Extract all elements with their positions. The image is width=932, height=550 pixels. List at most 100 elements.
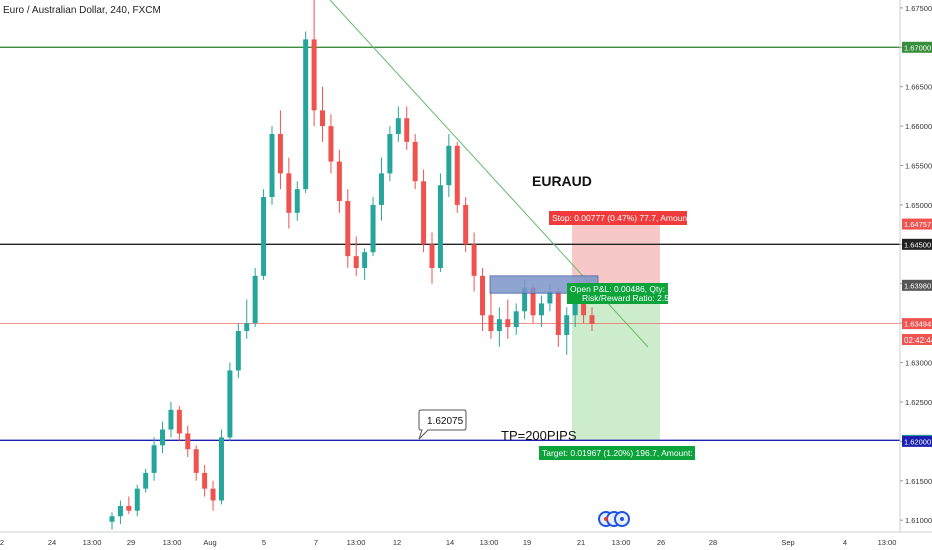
candle-body [404, 118, 410, 142]
time-tick-label: 12 [393, 538, 401, 547]
candle-body [244, 323, 250, 332]
price-tick-label: 1.67500 [905, 4, 932, 13]
candle-body [530, 287, 536, 316]
candle-body [227, 370, 233, 438]
price-tag [902, 238, 932, 250]
price-tag-label: 1.64757 [904, 220, 931, 229]
candle-body [210, 488, 216, 501]
candle-body [218, 437, 224, 501]
candle-body [395, 118, 401, 134]
candle-body [555, 291, 561, 335]
candle-body [303, 39, 309, 190]
candle-body [117, 505, 123, 517]
callout-text: 1.62075 [427, 416, 464, 427]
candle-body [160, 429, 166, 446]
time-tick-label: 13:00 [612, 538, 631, 547]
candle-body [522, 287, 528, 312]
price-tick-label: 1.61000 [905, 516, 932, 525]
price-tag [902, 218, 932, 230]
time-tick-label: 2 [0, 538, 4, 547]
candle-body [471, 244, 477, 276]
price-tick-label: 1.66000 [905, 122, 932, 131]
candle-body [547, 291, 553, 304]
time-tick-label: 13:00 [480, 538, 499, 547]
time-tick-label: 29 [127, 538, 135, 547]
candle-body [446, 145, 452, 186]
candle-body [463, 204, 469, 245]
candle-body [261, 197, 267, 276]
price-tag [902, 41, 932, 53]
target-zone[interactable] [572, 285, 660, 441]
price-tag-label: 1.62000 [904, 437, 931, 446]
stop-label: Stop: 0.00777 (0.47%) 77.7, Amount: 750 [552, 213, 709, 223]
candle-body [412, 141, 418, 182]
candle-body [185, 433, 191, 450]
time-tick-label: 13:00 [347, 538, 366, 547]
price-tag-label: 1.63980 [904, 281, 931, 290]
candle-body [193, 449, 199, 473]
target-label-bg [539, 446, 695, 460]
candle-body [538, 303, 544, 316]
countdown-text: 02:42:44 [904, 336, 932, 345]
price-tick-label: 1.63000 [905, 359, 932, 368]
candle-body [277, 133, 283, 174]
pair-label: EURAUD [532, 173, 592, 189]
target-label: Target: 0.01967 (1.20%) 196.7, Amount: 1… [542, 448, 726, 458]
candle-body [235, 331, 241, 371]
candle-body [345, 200, 351, 257]
candle-body [151, 445, 157, 473]
price-tag-label: 1.63494 [904, 320, 931, 329]
candle-body [480, 275, 486, 316]
symbol-title: Euro / Australian Dollar, 240, FXCM [3, 5, 161, 16]
stop-label-bg [549, 211, 687, 225]
candle-body [252, 275, 258, 324]
candle-body [320, 110, 326, 127]
candle-body [168, 409, 174, 430]
price-axis[interactable] [900, 0, 932, 550]
price-callout[interactable]: 1.62075 [418, 409, 467, 440]
time-tick-label: 13:00 [163, 538, 182, 547]
pnl-label-bg [567, 283, 668, 304]
candle-body [202, 472, 208, 489]
time-tick-label: 13:00 [83, 538, 102, 547]
time-tick-label: Aug [203, 538, 216, 547]
candle-body [143, 472, 149, 489]
time-tick-label: 28 [709, 538, 717, 547]
time-tick-label: 13:00 [878, 538, 897, 547]
price-tag [902, 435, 932, 447]
price-tick-label: 1.61500 [905, 477, 932, 486]
time-tick-label: 24 [48, 538, 56, 547]
time-tick-label: 5 [262, 538, 266, 547]
candle-body [269, 133, 275, 198]
candle-body [370, 204, 376, 253]
tp-label: TP=200PIPS [501, 428, 577, 443]
stop-zone[interactable] [572, 224, 660, 286]
candle-body [336, 161, 342, 201]
time-tick-label: 7 [314, 538, 318, 547]
time-tick-label: 14 [446, 538, 454, 547]
candle-body [176, 409, 182, 434]
candle-body [294, 189, 300, 213]
price-tick-label: 1.65000 [905, 201, 932, 210]
candle-body [109, 516, 115, 522]
price-tick-label: 1.66500 [905, 83, 932, 92]
candle-body [311, 39, 317, 111]
time-tick-label: 26 [657, 538, 665, 547]
candle-body [378, 173, 384, 205]
candle-body [437, 185, 443, 268]
candle-body [564, 315, 570, 335]
time-tick-label: 4 [843, 538, 847, 547]
candle-body [362, 252, 368, 268]
risk-reward-label: Risk/Reward Ratio: 2.53 [582, 293, 674, 303]
candle-body [496, 319, 502, 332]
price-tag-label: 1.64500 [904, 240, 931, 249]
horizontal-lines [0, 46, 900, 442]
price-tag [902, 318, 932, 330]
candle-body [581, 299, 587, 316]
candle-body [387, 133, 393, 174]
candle-body [126, 505, 132, 511]
candle-body [589, 315, 595, 324]
price-tick-label: 1.65500 [905, 162, 932, 171]
